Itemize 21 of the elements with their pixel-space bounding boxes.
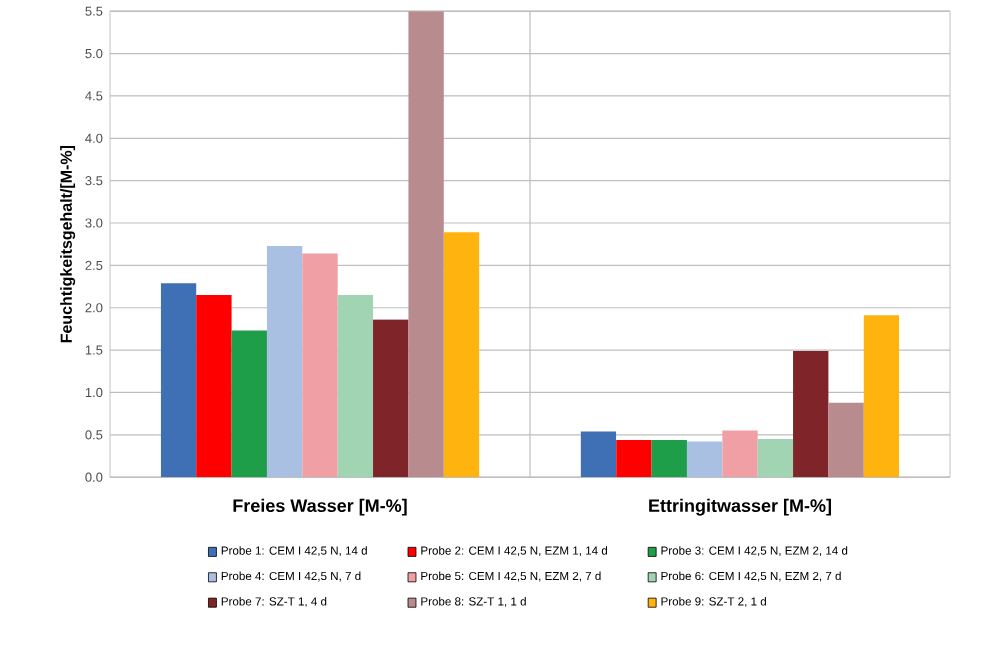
bar [828,403,864,478]
bar [580,431,617,478]
y-axis-title: Feuchtigkeitsgehalt/[M-%] [60,146,76,343]
bar [160,283,197,478]
bar [196,295,232,478]
bar [651,440,687,478]
bar [408,11,444,478]
bar [616,440,652,478]
bar [337,295,374,478]
bar [266,246,303,478]
bar [443,232,480,478]
bar [373,320,409,478]
bar [793,351,829,478]
x-tick-label: Freies Wasser [M-%] [233,499,407,516]
bar [231,331,267,478]
bar [302,253,338,478]
bar [863,315,900,478]
bar [686,442,723,478]
bar [757,439,794,478]
bar [722,430,758,478]
x-tick-label: Ettringitwasser [M-%] [649,499,831,517]
